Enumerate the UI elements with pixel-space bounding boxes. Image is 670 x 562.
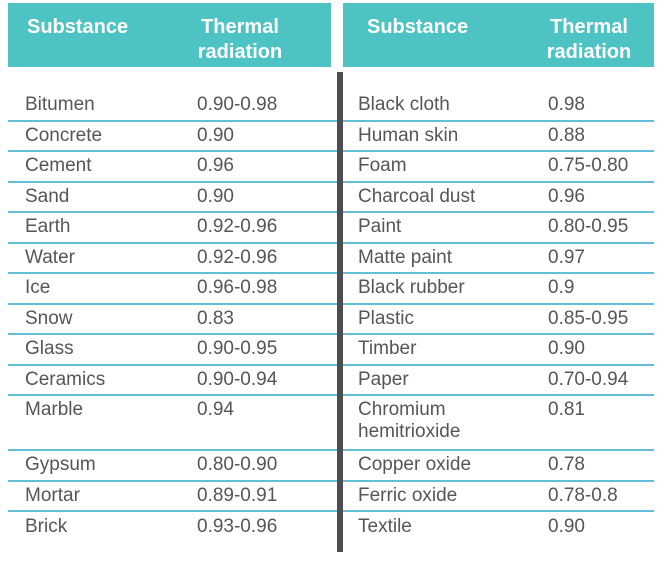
- substance-cell: Charcoal dust: [358, 185, 476, 207]
- table-row: Chromium hemitrioxide 0.81: [343, 396, 654, 451]
- value-cell: 0.78: [548, 454, 585, 476]
- value-cell: 0.98: [548, 94, 585, 116]
- emissivity-table-right: Substance Thermal radiation Black cloth 0…: [343, 3, 654, 543]
- substance-cell: Black cloth: [358, 94, 450, 116]
- table-row: Water 0.92-0.96: [8, 244, 337, 274]
- table-row: Concrete 0.90: [8, 122, 337, 152]
- table-row: Black cloth 0.98: [343, 91, 654, 122]
- substance-cell: Sand: [25, 185, 70, 207]
- table-row: Snow 0.83: [8, 305, 337, 335]
- substance-cell: Water: [25, 246, 75, 268]
- value-cell: 0.80-0.95: [548, 216, 629, 238]
- substance-cell: Ceramics: [25, 368, 106, 390]
- substance-cell: Mortar: [25, 484, 80, 506]
- value-column-header-cell: Thermal radiation: [547, 15, 654, 67]
- table-row: Glass 0.90-0.95: [8, 335, 337, 366]
- table-row: Paper 0.70-0.94: [343, 366, 654, 396]
- value-cell: 0.97: [548, 246, 585, 268]
- table-row: Ice 0.96-0.98: [8, 274, 337, 305]
- value-cell: 0.81: [548, 399, 585, 420]
- table-row: Paint 0.80-0.95: [343, 213, 654, 244]
- table-row: Mortar 0.89-0.91: [8, 482, 337, 512]
- substance-cell: Plastic: [358, 307, 414, 329]
- table-row: Sand 0.90: [8, 183, 337, 213]
- table-header: Substance Thermal radiation: [8, 3, 331, 67]
- table-row: Textile 0.90: [343, 512, 654, 543]
- value-cell: 0.96: [197, 155, 234, 177]
- substance-cell: Ice: [25, 277, 51, 299]
- value-cell: 0.75-0.80: [548, 155, 629, 177]
- table-body: Bitumen 0.90-0.98 Concrete 0.90 Cement 0.96 Sa…: [8, 67, 337, 543]
- value-cell: 0.90: [197, 185, 234, 207]
- table-body: Black cloth 0.98 Human skin 0.88 Foam 0.75-0.…: [343, 67, 654, 543]
- substance-cell: Concrete: [25, 124, 103, 146]
- table-row: Marble 0.94: [8, 396, 337, 451]
- table-row: Gypsum 0.80-0.90: [8, 451, 337, 482]
- thermal-radiation-column-header: Thermal radiation: [546, 16, 632, 63]
- table-row: Charcoal dust 0.96: [343, 183, 654, 213]
- substance-cell: Foam: [358, 155, 407, 177]
- table-row: Bitumen 0.90-0.98: [8, 91, 337, 122]
- table-header: Substance Thermal radiation: [343, 3, 654, 67]
- substance-cell: Textile: [358, 516, 412, 538]
- substance-cell: Black rubber: [358, 277, 465, 299]
- substance-cell: Copper oxide: [358, 454, 472, 476]
- value-cell: 0.96: [548, 185, 585, 207]
- substance-cell: Chromium hemitrioxide: [358, 399, 461, 442]
- value-cell: 0.83: [197, 307, 234, 329]
- table-row: Ceramics 0.90-0.94: [8, 366, 337, 396]
- table-row: Timber 0.90: [343, 335, 654, 366]
- value-cell: 0.80-0.90: [197, 454, 278, 476]
- value-cell: 0.90-0.98: [197, 94, 278, 116]
- thermal-radiation-column-header: Thermal radiation: [197, 16, 283, 63]
- value-cell: 0.94: [197, 399, 234, 420]
- value-cell: 0.90-0.95: [197, 338, 278, 360]
- table-row: Plastic 0.85-0.95: [343, 305, 654, 335]
- emissivity-table-left: Substance Thermal radiation Bitumen 0.90-…: [8, 3, 337, 543]
- value-cell: 0.90: [548, 516, 585, 538]
- value-cell: 0.90-0.94: [197, 368, 278, 390]
- value-cell: 0.90: [548, 338, 585, 360]
- substance-cell: Glass: [25, 338, 74, 360]
- value-cell: 0.9: [548, 277, 575, 299]
- value-cell: 0.78-0.8: [548, 484, 618, 506]
- value-cell: 0.89-0.91: [197, 484, 278, 506]
- substance-cell: Brick: [25, 516, 68, 538]
- substance-cell: Snow: [25, 307, 73, 329]
- substance-cell: Matte paint: [358, 246, 452, 268]
- table-row: Brick 0.93-0.96: [8, 512, 337, 543]
- substance-cell: Human skin: [358, 124, 459, 146]
- substance-column-header: Substance: [27, 16, 129, 38]
- substance-cell: Gypsum: [25, 454, 96, 476]
- value-cell: 0.96-0.98: [197, 277, 278, 299]
- substance-cell: Marble: [25, 399, 84, 420]
- substance-cell: Paint: [358, 216, 402, 238]
- value-cell: 0.85-0.95: [548, 307, 629, 329]
- vertical-divider: [337, 72, 343, 552]
- value-cell: 0.92-0.96: [197, 246, 278, 268]
- value-cell: 0.88: [548, 124, 585, 146]
- substance-cell: Bitumen: [25, 94, 95, 116]
- value-cell: 0.93-0.96: [197, 516, 278, 538]
- value-column-header-cell: Thermal radiation: [197, 15, 331, 67]
- substance-cell: Cement: [25, 155, 92, 177]
- substance-cell: Ferric oxide: [358, 484, 458, 506]
- substance-cell: Earth: [25, 216, 71, 238]
- table-row: Ferric oxide 0.78-0.8: [343, 482, 654, 512]
- value-cell: 0.90: [197, 124, 234, 146]
- substance-cell: Paper: [358, 368, 409, 390]
- table-row: Foam 0.75-0.80: [343, 152, 654, 183]
- table-row: Earth 0.92-0.96: [8, 213, 337, 244]
- table-row: Matte paint 0.97: [343, 244, 654, 274]
- substance-cell: Timber: [358, 338, 417, 360]
- table-row: Human skin 0.88: [343, 122, 654, 152]
- substance-column-header: Substance: [367, 16, 469, 38]
- value-cell: 0.92-0.96: [197, 216, 278, 238]
- value-cell: 0.70-0.94: [548, 368, 629, 390]
- table-row: Black rubber 0.9: [343, 274, 654, 305]
- table-row: Copper oxide 0.78: [343, 451, 654, 482]
- table-row: Cement 0.96: [8, 152, 337, 183]
